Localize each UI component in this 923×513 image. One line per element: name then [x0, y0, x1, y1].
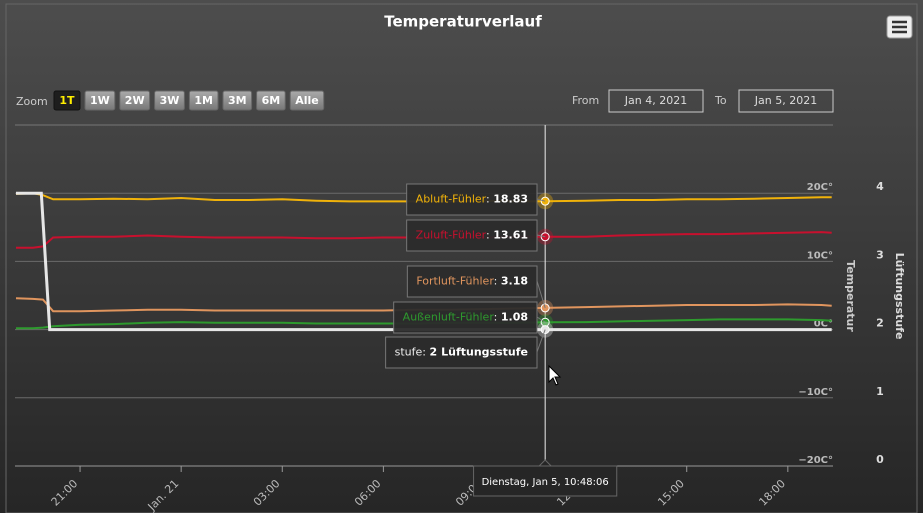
tooltip-pointer — [536, 316, 546, 323]
tooltip-separator: : — [494, 311, 501, 324]
tooltip-name: stufe — [395, 346, 423, 359]
range-button[interactable]: 2W — [119, 90, 151, 111]
range-button[interactable]: 1T — [53, 90, 81, 111]
range-button-box[interactable] — [188, 90, 219, 111]
tooltip-box: Zuluft-Fühler: 13.61 — [406, 219, 546, 252]
x-tooltip-arrow — [537, 459, 553, 467]
y2-tick-label: 1 — [876, 385, 884, 398]
range-button-label[interactable]: 1T — [59, 94, 75, 107]
range-button[interactable]: Alle — [289, 90, 325, 111]
x-tooltip: Dienstag, Jan 5, 10:48:06 — [473, 459, 618, 497]
mouse-cursor — [548, 364, 562, 386]
tooltip-separator: : — [494, 275, 501, 288]
y-axis-title: Temperatur — [844, 260, 857, 332]
series-line — [15, 192, 832, 203]
y2-tick-label: 3 — [876, 248, 884, 261]
tooltip-pointer — [536, 329, 546, 353]
y2-tick-label: 2 — [876, 317, 884, 330]
range-button[interactable]: 3M — [222, 90, 253, 111]
zoom-label: Zoom — [16, 95, 48, 108]
tooltip-box: Abluft-Fühler: 18.83 — [406, 183, 546, 216]
tooltip-text: Abluft-Fühler: 18.83 — [416, 193, 528, 206]
tooltip-box: stufe: 2 Lüftungsstufe — [385, 329, 546, 369]
y-tick-label: −20C° — [798, 455, 833, 466]
tooltip-separator: : — [422, 346, 429, 359]
range-button-label[interactable]: 3M — [228, 94, 247, 107]
tooltip-pointer — [536, 234, 546, 238]
from-label: From — [572, 94, 599, 107]
tooltip-name: Zuluft-Fühler — [416, 229, 487, 242]
y2-tick-label: 0 — [876, 453, 884, 466]
tooltip-name: Außenluft-Fühler — [403, 311, 495, 324]
to-input[interactable] — [738, 89, 834, 113]
range-button-box[interactable] — [289, 90, 325, 111]
range-button-label[interactable]: 2W — [125, 94, 145, 107]
tooltip-background — [406, 219, 538, 252]
range-button[interactable]: 1M — [188, 90, 219, 111]
tooltip-background — [406, 265, 538, 298]
tooltip-background — [385, 336, 538, 369]
to-value[interactable]: Jan 5, 2021 — [754, 94, 817, 107]
tooltip-pointer — [536, 280, 546, 309]
tooltip-box: Außenluft-Fühler: 1.08 — [393, 301, 546, 334]
tooltip-separator: : — [486, 193, 493, 206]
range-button-box[interactable] — [84, 90, 116, 111]
range-button-label[interactable]: 3W — [160, 94, 180, 107]
tooltip-pointer — [536, 198, 546, 202]
chart-title: Temperaturverlauf — [384, 13, 542, 31]
tooltip-value: 3.18 — [501, 275, 528, 288]
tooltip-text: Fortluft-Fühler: 3.18 — [416, 275, 528, 288]
range-button-label[interactable]: Alle — [295, 94, 319, 107]
tooltip-value: 1.08 — [501, 311, 528, 324]
y-tick-label: 20C° — [807, 182, 833, 193]
tooltip-value: 2 — [429, 346, 437, 359]
from-value[interactable]: Jan 4, 2021 — [624, 94, 687, 107]
tooltip-box: Fortluft-Fühler: 3.18 — [406, 265, 546, 309]
tooltip-suffix: Lüftungsstufe — [441, 346, 528, 359]
y-tick-label: 10C° — [807, 250, 833, 261]
menu-icon — [892, 20, 907, 34]
tooltip-background — [406, 183, 538, 216]
range-button[interactable]: 3W — [154, 90, 185, 111]
series-line — [16, 231, 832, 249]
x-tooltip-label: Dienstag, Jan 5, 10:48:06 — [482, 477, 609, 488]
to-label: To — [714, 94, 727, 107]
tooltip-text: Zuluft-Fühler: 13.61 — [416, 229, 528, 242]
tooltip-name: Fortluft-Fühler — [416, 275, 494, 288]
tooltip-value: 13.61 — [493, 229, 528, 242]
range-button-box[interactable] — [119, 90, 151, 111]
tooltip-separator: : — [486, 229, 493, 242]
frame — [5, 3, 918, 513]
tooltip-text: stufe: 2 Lüftungsstufe — [395, 346, 528, 359]
range-button-label[interactable]: 6M — [262, 94, 281, 107]
range-button[interactable]: 1W — [84, 90, 116, 111]
range-button-box[interactable] — [53, 90, 81, 111]
menu-button[interactable] — [886, 15, 913, 39]
y-tick-label: 0C° — [814, 319, 833, 330]
range-button-box[interactable] — [256, 90, 286, 111]
y2-tick-label: 4 — [876, 180, 884, 193]
y2-axis-title: Lüftungsstufe — [893, 253, 906, 340]
from-input[interactable] — [608, 89, 704, 113]
tooltip-value: 18.83 — [493, 193, 528, 206]
range-button-box[interactable] — [222, 90, 253, 111]
tooltip-text: Außenluft-Fühler: 1.08 — [403, 311, 528, 324]
range-button-label[interactable]: 1M — [194, 94, 213, 107]
range-button-label[interactable]: 1W — [90, 94, 110, 107]
y-tick-label: −10C° — [798, 387, 833, 398]
range-button[interactable]: 6M — [256, 90, 286, 111]
tooltip-name: Abluft-Fühler — [416, 193, 487, 206]
range-button-box[interactable] — [154, 90, 185, 111]
tooltip-background — [393, 301, 538, 334]
